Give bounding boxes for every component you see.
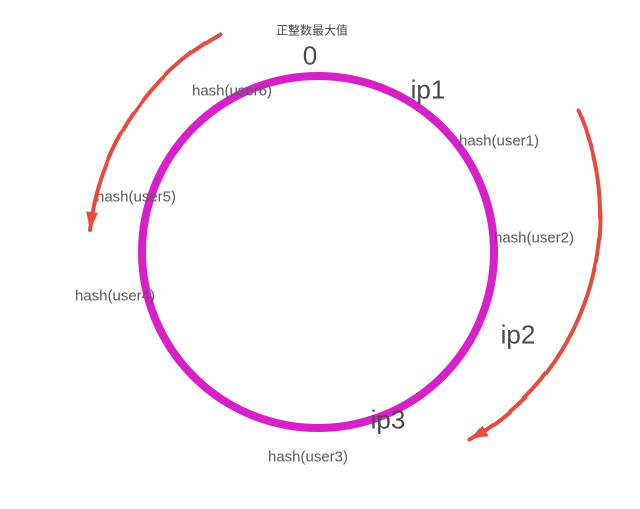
diagram-stage: { "canvas": { "w": 640, "h": 509, "bg": … [0, 0, 640, 509]
label-ip3: ip3 [371, 405, 406, 436]
caption-max-int: 正整数最大值 [276, 22, 348, 39]
label-user5: hash(user5) [96, 189, 176, 206]
label-user2: hash(user2) [494, 230, 574, 247]
label-user1: hash(user1) [459, 133, 539, 150]
label-user4: hash(user4) [75, 288, 155, 305]
label-ip1: ip1 [411, 75, 446, 106]
label-user6: hash(user6) [192, 83, 272, 100]
hash-ring [138, 72, 498, 432]
label-user3: hash(user3) [268, 449, 348, 466]
label-ip2: ip2 [501, 320, 536, 351]
label-zero: 0 [303, 41, 317, 72]
